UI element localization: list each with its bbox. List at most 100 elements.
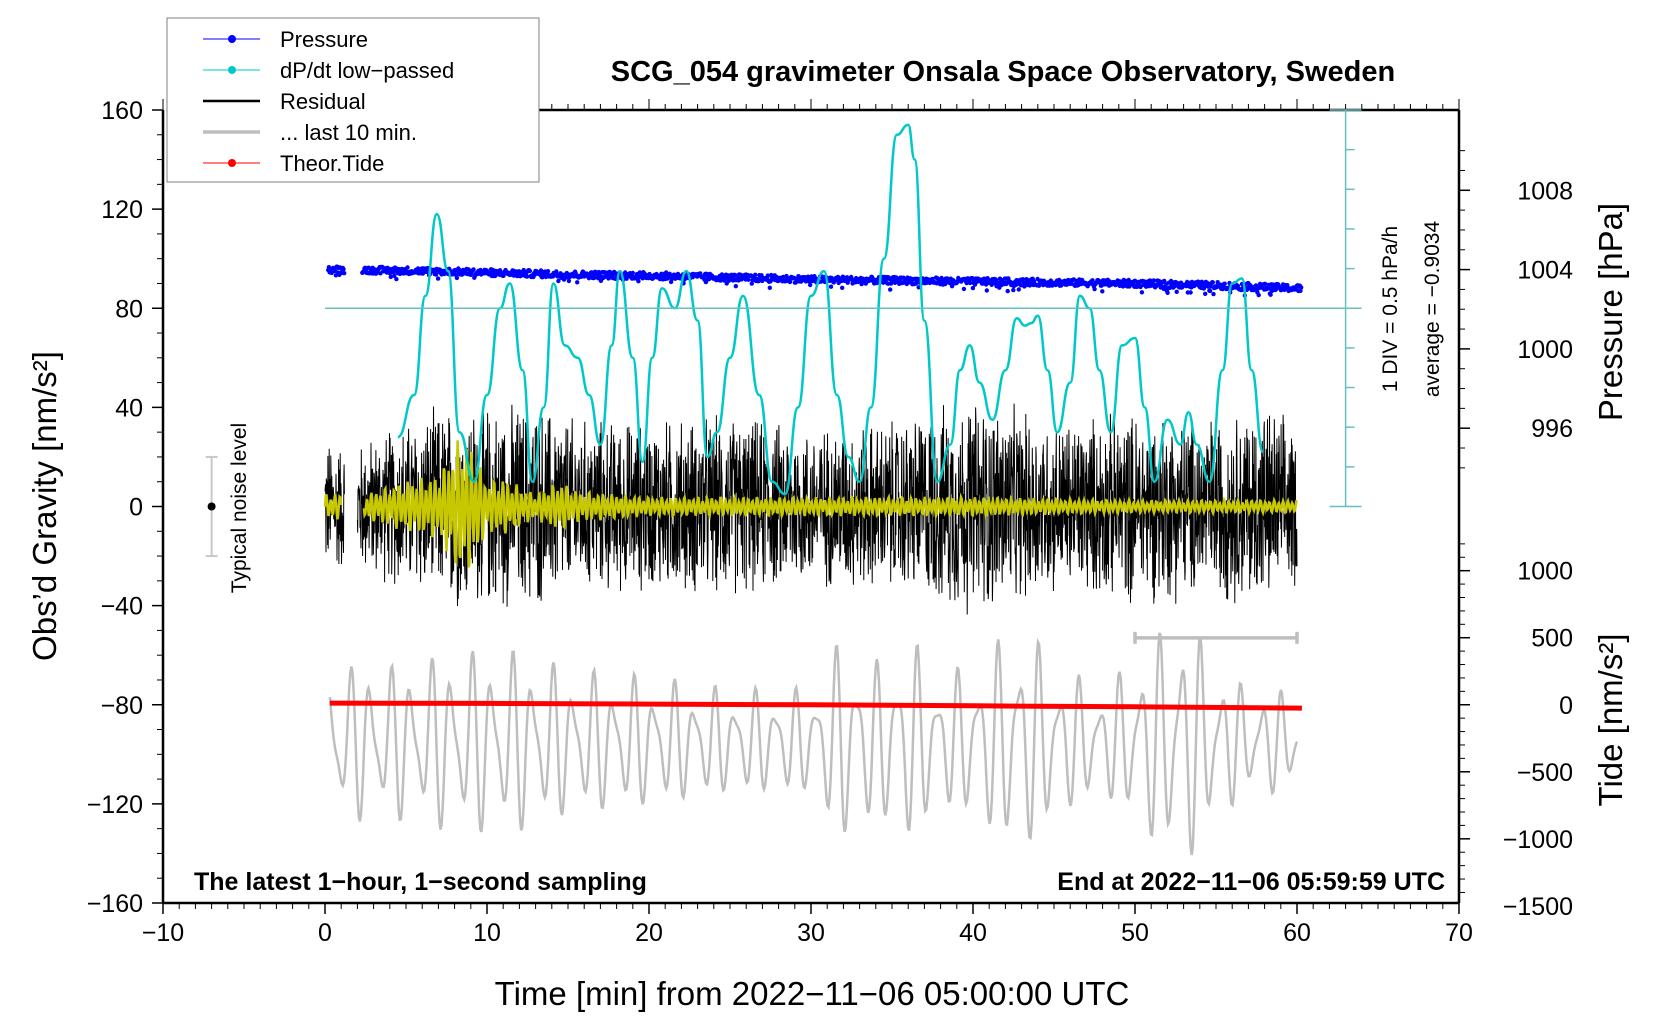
x-tick-label: 60	[1283, 919, 1311, 947]
pressure-point	[808, 282, 813, 288]
x-tick-label: 10	[473, 919, 501, 947]
pressure-point	[591, 275, 597, 281]
pressure-point	[1203, 291, 1208, 296]
pressure-point	[388, 274, 393, 280]
pressure-point	[1048, 278, 1054, 283]
pressure-point	[556, 278, 561, 284]
pressure-point	[341, 267, 346, 272]
pressure-point	[828, 284, 834, 289]
x-tick-label: 70	[1445, 919, 1473, 947]
pressure-point	[840, 285, 845, 290]
x-tick-label: 30	[797, 919, 825, 947]
y-tick-label: −120	[87, 791, 143, 819]
legend-marker-tide	[228, 159, 236, 167]
pressure-tick-label: 1008	[1517, 177, 1573, 205]
legend-entry-residual: Residual	[203, 89, 366, 114]
pressure-point	[1299, 285, 1304, 290]
noise-level-center-dot	[207, 502, 216, 511]
pressure-point	[1165, 290, 1170, 295]
legend-label-pressure: Pressure	[280, 27, 368, 52]
legend-marker-pressure	[228, 35, 236, 43]
y-tick-label: 160	[101, 97, 143, 125]
pressure-point	[1151, 278, 1156, 283]
pressure-point	[888, 287, 893, 292]
pressure-point	[636, 279, 641, 284]
pressure-point	[1298, 288, 1303, 293]
chart-title: SCG_054 gravimeter Onsala Space Observat…	[611, 56, 1395, 88]
series-theoretical-tide-line	[329, 700, 1302, 711]
pressure-point	[433, 272, 439, 277]
pressure-point	[521, 267, 526, 273]
pressure-point	[566, 278, 572, 284]
pressure-point	[961, 286, 967, 292]
legend-marker-dpdt	[228, 66, 236, 74]
pressure-point	[1092, 286, 1097, 292]
series-residual-lowpass-line	[323, 440, 1298, 568]
tide-tick-label: 500	[1531, 625, 1573, 653]
annotation-end-time: End at 2022−11−06 05:59:59 UTC	[1057, 868, 1445, 896]
tide-tick-label: −500	[1517, 759, 1573, 787]
pressure-point	[1090, 278, 1095, 283]
tide-tick-label: 0	[1559, 692, 1573, 720]
y-tick-label: 0	[129, 494, 143, 522]
pressure-point	[501, 273, 506, 278]
axes-layer: −10 0 10 20 30 40 50 60 70 160 120 80 40 0 −40 −80 −120 −…	[87, 97, 1573, 947]
pressure-tick-label: 996	[1531, 415, 1573, 443]
pressure-point	[1005, 288, 1010, 294]
dpdt-average-label: average = −0.9034	[1421, 221, 1444, 398]
legend-label-tide: Theor.Tide	[280, 151, 384, 176]
x-tick-label: −10	[142, 919, 184, 947]
pressure-point	[753, 272, 758, 277]
pressure-point	[394, 276, 399, 282]
y-tick-label: −40	[101, 593, 143, 621]
pressure-point	[1016, 287, 1021, 292]
pressure-point	[405, 265, 410, 270]
pressure-point	[1210, 280, 1216, 285]
legend-label-dpdt: dP/dt low−passed	[280, 58, 454, 83]
tide-tick-label: 1000	[1517, 558, 1573, 586]
pressure-point	[1256, 292, 1261, 298]
series-dpdt-line	[397, 123, 1265, 496]
pressure-point	[1262, 281, 1268, 286]
pressure-point	[967, 280, 973, 286]
pressure-point	[984, 288, 989, 293]
legend-entry-tide: Theor.Tide	[203, 151, 384, 176]
y-axis-title-pressure: Pressure [hPa]	[1592, 203, 1629, 421]
series-pressure-points	[326, 264, 1304, 298]
x-tick-label: 0	[318, 919, 332, 947]
y-axis-title-left: Obs’d Gravity [nm/s²]	[26, 351, 63, 661]
legend-entry-last10: ... last 10 min.	[203, 120, 417, 145]
y-tick-label: 40	[115, 394, 143, 422]
pressure-point	[1207, 288, 1213, 294]
pressure-point	[471, 267, 476, 272]
pressure-point	[726, 278, 731, 283]
pressure-point	[1222, 281, 1227, 286]
noise-level-marker	[205, 455, 218, 558]
pressure-point	[392, 273, 397, 278]
pressure-point	[545, 269, 551, 274]
pressure-point	[1004, 281, 1009, 287]
annotation-sampling: The latest 1−hour, 1−second sampling	[194, 868, 647, 896]
pressure-point	[1273, 286, 1279, 292]
pressure-point	[575, 280, 580, 285]
pressure-point	[435, 276, 441, 281]
last-10-min-bar	[1133, 631, 1299, 644]
pressure-point	[1020, 277, 1026, 282]
pressure-point	[1139, 290, 1145, 295]
pressure-point	[1267, 286, 1272, 291]
legend-label-last10: ... last 10 min.	[280, 120, 417, 145]
pressure-point	[630, 270, 635, 276]
pressure-point	[787, 279, 793, 285]
legend-entry-dpdt: dP/dt low−passed	[203, 58, 454, 83]
pressure-point	[454, 275, 460, 281]
pressure-point	[746, 277, 751, 282]
pressure-point	[527, 268, 533, 274]
dpdt-scale-label: 1 DIV = 0.5 hPa/h	[1379, 226, 1402, 392]
pressure-tick-label: 1004	[1517, 257, 1573, 285]
pressure-point	[1100, 289, 1105, 294]
x-tick-label: 50	[1121, 919, 1149, 947]
pressure-point	[707, 276, 712, 282]
pressure-point	[524, 274, 530, 279]
y-tick-label: 120	[101, 196, 143, 224]
